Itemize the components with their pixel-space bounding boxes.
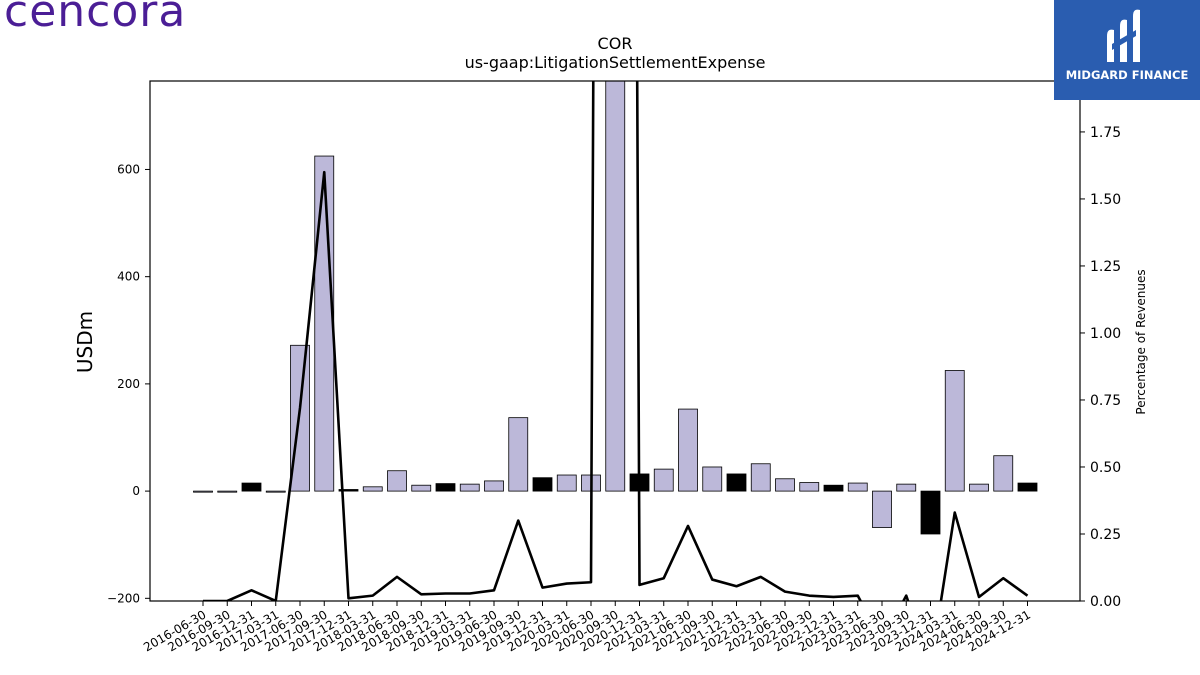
y-tick-label: 400 [117, 270, 140, 284]
bar-2016-12-31 [241, 482, 262, 492]
bar-2024-06-30 [969, 483, 989, 492]
bar-2022-12-31 [823, 484, 844, 492]
y2-tick-label: 0.25 [1090, 527, 1121, 543]
y2-tick-label: 0.50 [1090, 460, 1121, 476]
bar-2017-03-31 [265, 490, 286, 493]
bar-2021-09-30 [702, 466, 723, 492]
bar-2019-06-30 [484, 480, 504, 492]
y-tick-label: −200 [107, 591, 140, 605]
bar-2019-12-31 [532, 477, 553, 492]
y-tick-label: 600 [117, 162, 140, 176]
y2-tick-label: 1.00 [1090, 326, 1121, 342]
bar-2024-12-31 [1017, 482, 1038, 492]
bar-2017-09-30 [314, 155, 335, 492]
y2-tick-label: 1.25 [1090, 259, 1121, 275]
bar-2021-12-31 [726, 473, 747, 492]
bar-2024-09-30 [993, 455, 1014, 492]
bar-2018-03-31 [362, 486, 383, 492]
y-axis-label: USDm [73, 311, 97, 373]
chart-subtitle: us-gaap:LitigationSettlementExpense [465, 53, 766, 72]
bar-2021-06-30 [678, 408, 698, 492]
line-series [203, 81, 1029, 601]
bar-2021-03-31 [653, 468, 674, 492]
bar-2018-06-30 [387, 470, 407, 492]
bar-2016-06-30 [193, 490, 213, 493]
bar-2017-12-31 [338, 489, 359, 492]
y-tick-label: 0 [132, 484, 140, 498]
bar-2020-09-30 [605, 81, 626, 492]
bar-2023-09-30 [896, 483, 917, 492]
y2-tick-label: 0.00 [1090, 594, 1121, 610]
bar-2016-09-30 [217, 490, 238, 493]
bar-2022-09-30 [799, 482, 820, 492]
bar-2023-06-30 [872, 490, 892, 528]
midgard-emblem-icon [1107, 9, 1140, 63]
chart-title: COR [598, 34, 633, 53]
bar-2020-03-31 [556, 474, 577, 492]
y2-tick-label: 1.50 [1090, 192, 1121, 208]
cencora-logo: cencora [4, 0, 187, 37]
percentage-of-revenues-line [203, 81, 1029, 601]
bar-2018-12-31 [435, 483, 456, 492]
midgard-finance-logo: MIDGARD FINANCE [1054, 0, 1200, 100]
bar-2024-03-31 [944, 370, 965, 492]
bar-2023-12-31 [920, 490, 941, 535]
y2-axis-label: Percentage of Revenues [1134, 269, 1148, 414]
bar-2019-09-30 [508, 417, 529, 492]
bar-series [193, 81, 1038, 535]
x-axis: 2016-06-302016-09-302016-12-312017-03-31… [141, 601, 1033, 654]
bar-2023-03-31 [847, 482, 868, 492]
y2-tick-label: 1.75 [1090, 125, 1121, 141]
y-axis-left: −200 0 200 400 600 [107, 162, 150, 605]
y-axis-right: 0.00 0.25 0.50 0.75 1.00 1.25 1.50 1.75 [1080, 125, 1121, 610]
bar-2018-09-30 [411, 484, 432, 492]
bar-2022-03-31 [750, 463, 771, 492]
bar-2019-03-31 [459, 483, 480, 492]
bar-2022-06-30 [775, 478, 795, 492]
y2-tick-label: 0.75 [1090, 393, 1121, 409]
y-tick-label: 200 [117, 377, 140, 391]
midgard-finance-text: MIDGARD FINANCE [1065, 68, 1189, 82]
